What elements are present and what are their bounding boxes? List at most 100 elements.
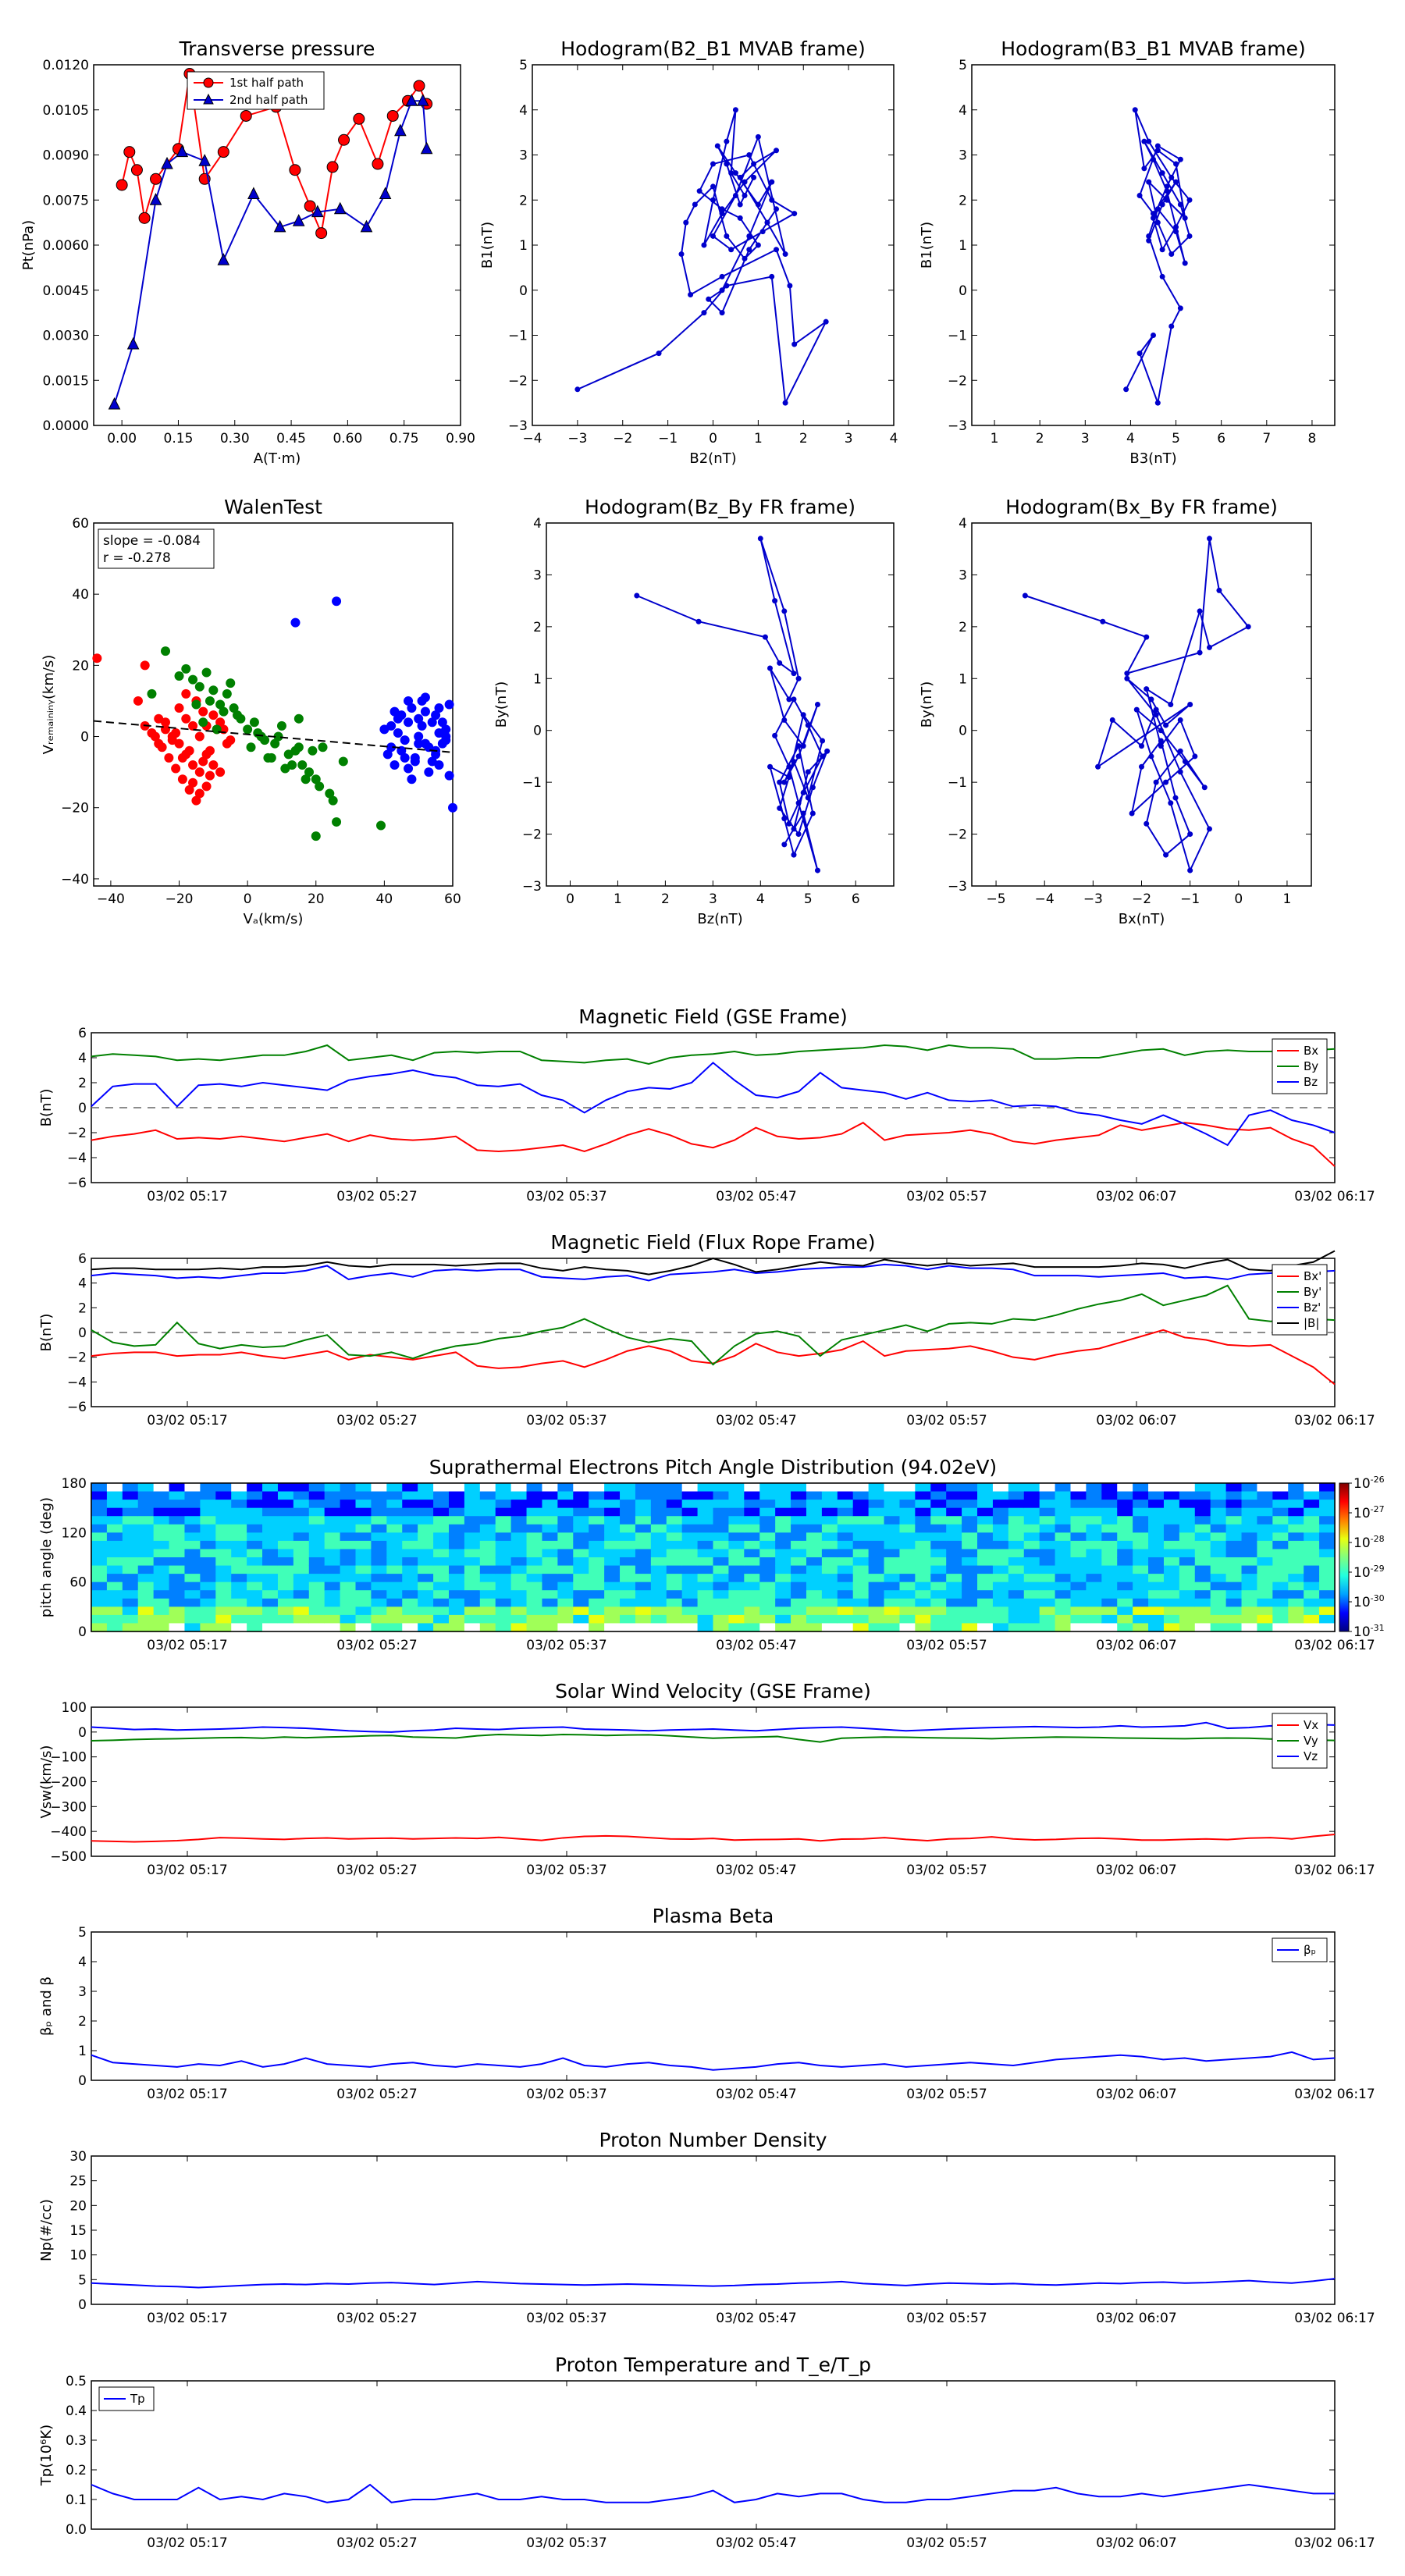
series-line — [577, 109, 827, 406]
heatmap-cell — [1163, 1574, 1180, 1583]
data-point — [762, 634, 768, 640]
y-tick-label: 1 — [78, 2044, 87, 2059]
data-point — [781, 841, 788, 848]
chart-panel-9: Suprathermal Electrons Pitch Angle Distr… — [38, 1456, 1385, 1653]
heatmap-cell — [1241, 1598, 1258, 1607]
heatmap-cell — [666, 1598, 683, 1607]
scatter-point — [414, 738, 424, 749]
heatmap-cell — [1163, 1614, 1180, 1624]
x-tick-label: 20 — [308, 891, 325, 907]
heatmap-cell — [977, 1483, 994, 1493]
x-tick-label: 03/02 06:07 — [1096, 2087, 1176, 2102]
heatmap-cell — [418, 1557, 434, 1567]
heatmap-cell — [589, 1565, 605, 1574]
scatter-point — [318, 742, 328, 753]
x-tick-label: −4 — [522, 431, 542, 447]
heatmap-cell — [464, 1540, 481, 1550]
heatmap-cell — [91, 1598, 108, 1607]
heatmap-cell — [1257, 1574, 1273, 1583]
heatmap-cell — [433, 1614, 450, 1624]
heatmap-cell — [946, 1623, 962, 1632]
heatmap-cell — [557, 1524, 574, 1533]
heatmap-cell — [837, 1483, 854, 1493]
heatmap-cell — [962, 1606, 978, 1616]
heatmap-cell — [930, 1574, 947, 1583]
heatmap-cell — [557, 1483, 574, 1493]
heatmap-cell — [1319, 1574, 1336, 1583]
heatmap-cell — [137, 1557, 155, 1567]
heatmap-cell — [620, 1516, 636, 1525]
heatmap-cell — [91, 1483, 108, 1493]
heatmap-cell — [510, 1516, 528, 1525]
heatmap-cell — [215, 1500, 232, 1509]
heatmap-cell — [464, 1524, 481, 1533]
heatmap-cell — [620, 1606, 636, 1616]
heatmap-cell — [184, 1606, 201, 1616]
data-point — [130, 164, 143, 176]
heatmap-cell — [277, 1606, 294, 1616]
heatmap-cell — [200, 1532, 216, 1542]
data-point — [701, 242, 707, 248]
heatmap-cell — [697, 1500, 714, 1509]
x-axis-label: Bz(nT) — [697, 911, 742, 927]
heatmap-cell — [697, 1532, 714, 1542]
x-tick-label: 2 — [661, 891, 670, 907]
heatmap-cell — [277, 1574, 294, 1583]
x-tick-label: 03/02 05:27 — [336, 2087, 417, 2102]
heatmap-cell — [479, 1507, 496, 1517]
heatmap-cell — [247, 1614, 263, 1624]
heatmap-cell — [837, 1614, 854, 1624]
heatmap-cell — [200, 1582, 216, 1591]
heatmap-cell — [992, 1540, 1009, 1550]
heatmap-cell — [137, 1606, 155, 1616]
legend-label: Tp — [130, 2392, 145, 2406]
heatmap-cell — [169, 1582, 186, 1591]
heatmap-cell — [821, 1507, 838, 1517]
heatmap-cell — [666, 1606, 683, 1616]
heatmap-cell — [479, 1491, 496, 1500]
heatmap-cell — [620, 1623, 636, 1632]
data-point — [656, 350, 662, 357]
y-tick-label: 60 — [72, 516, 89, 532]
x-tick-label: 03/02 05:27 — [336, 1863, 417, 1878]
heatmap-cell — [247, 1565, 263, 1574]
heatmap-cell — [852, 1540, 870, 1550]
heatmap-cell — [604, 1516, 621, 1525]
x-tick-label: −20 — [165, 891, 194, 907]
heatmap-cell — [1194, 1565, 1211, 1574]
heatmap-cell — [1288, 1491, 1304, 1500]
x-tick-label: 0 — [244, 891, 252, 907]
data-point — [574, 386, 581, 393]
y-tick-label: 180 — [62, 1476, 87, 1492]
data-point — [273, 219, 286, 233]
data-point — [1207, 535, 1212, 542]
scatter-point — [441, 735, 451, 745]
heatmap-cell — [1086, 1549, 1102, 1558]
heatmap-cell — [247, 1540, 263, 1550]
data-point — [379, 187, 392, 200]
heatmap-cell — [386, 1532, 403, 1542]
heatmap-cell — [106, 1606, 123, 1616]
heatmap-cell — [884, 1549, 901, 1558]
heatmap-cell — [1319, 1623, 1336, 1632]
scatter-point — [171, 728, 181, 738]
heatmap-cell — [1257, 1565, 1273, 1574]
heatmap-cell — [340, 1557, 357, 1567]
heatmap-cell — [1117, 1606, 1133, 1616]
heatmap-cell — [557, 1500, 574, 1509]
heatmap-cell — [433, 1574, 450, 1583]
legend-label: By — [1304, 1059, 1318, 1073]
heatmap-cell — [122, 1549, 139, 1558]
y-tick-label: 1 — [959, 238, 967, 254]
heatmap-cell — [977, 1516, 994, 1525]
heatmap-cell — [448, 1598, 465, 1607]
heatmap-cell — [169, 1565, 186, 1574]
heatmap-cell — [1086, 1614, 1102, 1624]
heatmap-cell — [1288, 1582, 1304, 1591]
heatmap-cell — [977, 1549, 994, 1558]
heatmap-cell — [1133, 1507, 1149, 1517]
heatmap-cell — [821, 1590, 838, 1599]
heatmap-cell — [868, 1557, 885, 1567]
heatmap-cell — [962, 1590, 978, 1599]
heatmap-cell — [1272, 1574, 1289, 1583]
